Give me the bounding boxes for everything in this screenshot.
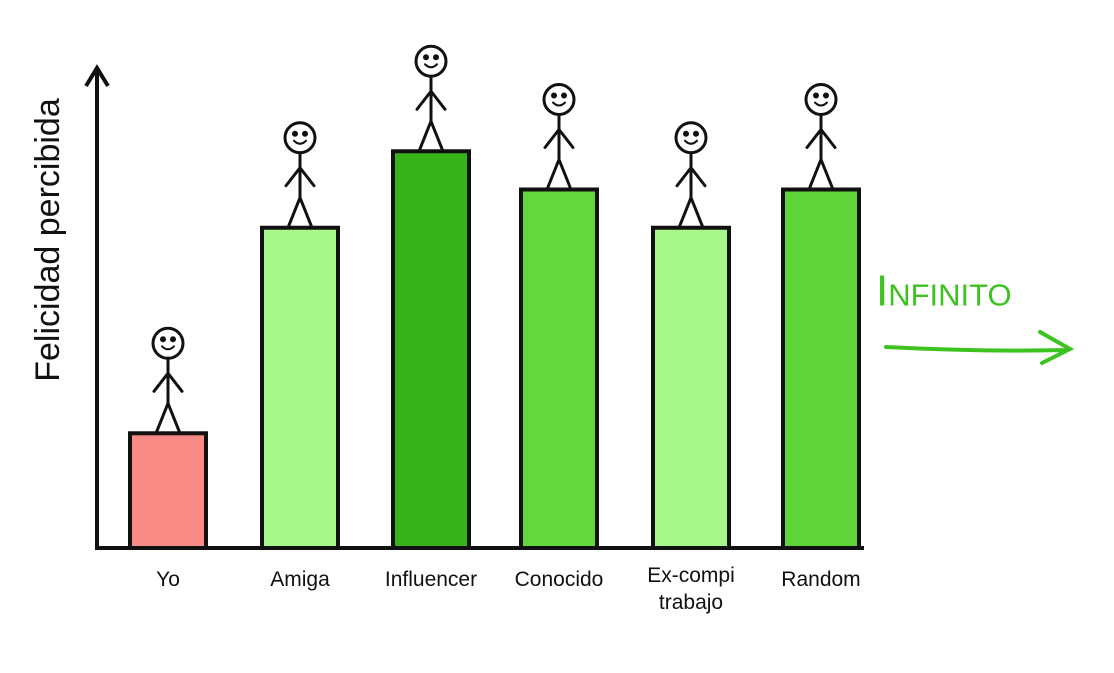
bar bbox=[781, 187, 861, 550]
annotation: Infinito bbox=[876, 267, 1012, 316]
x-tick-label: Conocido bbox=[515, 568, 604, 591]
figure-part bbox=[423, 54, 429, 61]
stick-figure bbox=[542, 83, 576, 191]
figure-part bbox=[293, 139, 307, 145]
figure-part bbox=[823, 92, 829, 99]
bar bbox=[391, 149, 471, 550]
y-axis-label: Felicidad percibida bbox=[29, 98, 67, 382]
figure-part bbox=[675, 151, 707, 230]
figure-part bbox=[292, 130, 298, 137]
figure-part bbox=[805, 113, 837, 191]
x-tick-label: Random bbox=[781, 568, 860, 591]
figure-part bbox=[160, 336, 166, 343]
figure-part bbox=[684, 139, 698, 145]
figure-part bbox=[542, 83, 576, 116]
figure-part bbox=[561, 92, 567, 99]
figure-part bbox=[302, 130, 308, 137]
bar bbox=[260, 225, 340, 551]
figure-part bbox=[693, 130, 699, 137]
bar bbox=[128, 431, 208, 550]
figure-part bbox=[543, 113, 575, 191]
y-axis-arrow bbox=[84, 64, 110, 88]
bar bbox=[651, 225, 731, 551]
figure-part bbox=[424, 63, 438, 69]
figure-part bbox=[683, 130, 689, 137]
stick-figure bbox=[414, 44, 448, 153]
figure-part bbox=[414, 44, 448, 78]
figure-part bbox=[152, 356, 184, 435]
bar bbox=[519, 187, 599, 550]
figure-part bbox=[552, 101, 566, 107]
x-tick-label: Amiga bbox=[270, 568, 330, 591]
stick-figure bbox=[151, 326, 185, 435]
annotation-arrow bbox=[884, 330, 1075, 365]
figure-part bbox=[151, 326, 185, 360]
stick-figure bbox=[804, 83, 838, 191]
stick-figure bbox=[674, 121, 708, 230]
stick-figure bbox=[283, 121, 317, 230]
figure-part bbox=[170, 336, 176, 343]
figure-part bbox=[674, 121, 708, 155]
x-tick-label: Influencer bbox=[385, 568, 477, 591]
figure-part bbox=[814, 101, 828, 107]
figure-part bbox=[283, 121, 317, 155]
figure-part bbox=[284, 151, 316, 230]
figure-part bbox=[433, 54, 439, 61]
figure-part bbox=[161, 345, 175, 351]
figure-part bbox=[415, 74, 447, 153]
figure-part bbox=[551, 92, 557, 99]
figure-part bbox=[813, 92, 819, 99]
x-tick-label: Yo bbox=[156, 568, 180, 591]
x-tick-label: Ex-compi trabajo bbox=[647, 564, 735, 614]
figure-part bbox=[804, 83, 838, 116]
